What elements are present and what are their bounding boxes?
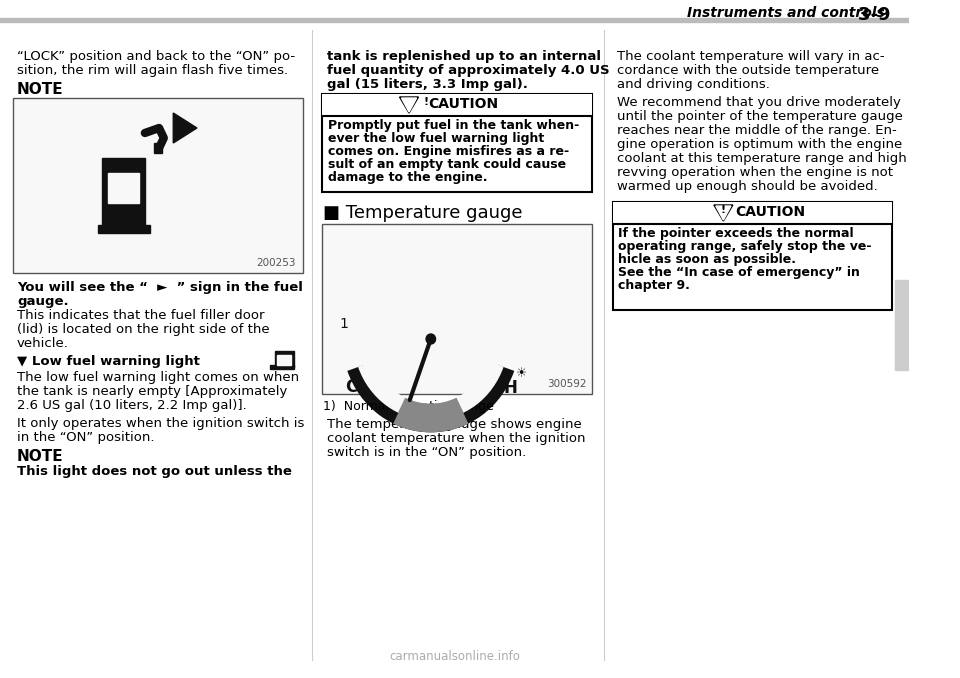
Bar [612,202,892,224]
Text: The coolant temperature will vary in ac-: The coolant temperature will vary in ac- [617,50,885,63]
Text: 1: 1 [339,317,348,331]
Text: (lid) is located on the right side of the: (lid) is located on the right side of th… [17,323,270,336]
Bar [108,173,139,203]
Text: carmanualsonline.info: carmanualsonline.info [389,650,520,663]
Text: H: H [503,378,517,397]
Text: chapter 9.: chapter 9. [618,279,690,292]
Text: CAUTION: CAUTION [735,205,805,219]
Text: 200253: 200253 [256,258,296,268]
Text: coolant temperature when the ignition: coolant temperature when the ignition [326,432,586,445]
Text: tank is replenished up to an internal: tank is replenished up to an internal [326,50,601,63]
Text: comes on. Engine misfires as a re-: comes on. Engine misfires as a re- [327,145,568,158]
Text: This light does not go out unless the: This light does not go out unless the [17,465,292,478]
Text: the tank is nearly empty [Approximately: the tank is nearly empty [Approximately [17,385,287,398]
Text: coolant at this temperature range and high: coolant at this temperature range and hi… [617,152,907,165]
Bar [275,351,294,367]
Text: sition, the rim will again flash five times.: sition, the rim will again flash five ti… [17,64,288,77]
Text: vehicle.: vehicle. [17,337,69,350]
Text: switch is in the “ON” position.: switch is in the “ON” position. [326,446,526,459]
Bar [103,158,145,228]
Bar [98,225,150,233]
Text: gal (15 liters, 3.3 Imp gal).: gal (15 liters, 3.3 Imp gal). [326,78,528,91]
Text: CAUTION: CAUTION [428,97,498,111]
Polygon shape [716,206,731,220]
Text: and driving conditions.: and driving conditions. [617,78,770,91]
Bar [13,98,303,273]
Text: hicle as soon as possible.: hicle as soon as possible. [618,253,796,266]
Text: 2.6 US gal (10 liters, 2.2 Imp gal)].: 2.6 US gal (10 liters, 2.2 Imp gal)]. [17,399,247,412]
Polygon shape [401,98,417,112]
Text: NOTE: NOTE [17,82,63,97]
Bar [322,94,591,116]
Bar [270,365,294,369]
Text: Instruments and controls: Instruments and controls [687,6,890,20]
Text: sult of an empty tank could cause: sult of an empty tank could cause [327,158,565,171]
Text: gine operation is optimum with the engine: gine operation is optimum with the engin… [617,138,902,151]
Polygon shape [399,97,419,113]
FancyArrow shape [155,143,162,153]
Text: ■ Temperature gauge: ■ Temperature gauge [323,204,522,222]
Text: We recommend that you drive moderately: We recommend that you drive moderately [617,96,901,109]
Text: ▼ Low fuel warning light: ▼ Low fuel warning light [17,355,200,368]
Text: operating range, safely stop the ve-: operating range, safely stop the ve- [618,240,872,253]
Text: You will see the “  ►  ” sign in the fuel: You will see the “ ► ” sign in the fuel [17,281,303,294]
Text: in the “ON” position.: in the “ON” position. [17,431,155,444]
Text: 1)  Normal operating range: 1) Normal operating range [323,400,493,413]
Text: 3-9: 3-9 [608,6,890,24]
Text: warmed up enough should be avoided.: warmed up enough should be avoided. [617,180,878,193]
Text: cordance with the outside temperature: cordance with the outside temperature [617,64,879,77]
Text: !: ! [423,97,428,107]
Text: !: ! [721,205,726,215]
Text: NOTE: NOTE [17,449,63,464]
Text: gauge.: gauge. [17,295,69,308]
Polygon shape [173,113,197,143]
Bar [322,224,591,394]
Bar [895,280,909,370]
Text: Promptly put fuel in the tank when-: Promptly put fuel in the tank when- [327,119,579,132]
Bar [612,202,892,310]
Text: The low fuel warning light comes on when: The low fuel warning light comes on when [17,371,300,384]
Text: ever the low fuel warning light: ever the low fuel warning light [327,132,544,145]
Text: The temperature gauge shows engine: The temperature gauge shows engine [326,418,582,431]
Text: C: C [346,378,357,397]
Text: damage to the engine.: damage to the engine. [327,171,487,184]
Text: ☀: ☀ [516,367,527,380]
Text: revving operation when the engine is not: revving operation when the engine is not [617,166,894,179]
Bar [0,18,909,22]
Text: If the pointer exceeds the normal: If the pointer exceeds the normal [618,227,853,240]
Bar [277,355,291,365]
Text: fuel quantity of approximately 4.0 US: fuel quantity of approximately 4.0 US [326,64,610,77]
Text: until the pointer of the temperature gauge: until the pointer of the temperature gau… [617,110,903,123]
Circle shape [426,334,436,344]
Text: “LOCK” position and back to the “ON” po-: “LOCK” position and back to the “ON” po- [17,50,295,63]
Text: This indicates that the fuel filler door: This indicates that the fuel filler door [17,309,265,322]
Text: See the “In case of emergency” in: See the “In case of emergency” in [618,266,860,279]
Text: reaches near the middle of the range. En-: reaches near the middle of the range. En… [617,124,897,137]
Bar [322,94,591,192]
Polygon shape [714,205,732,221]
Text: 300592: 300592 [547,379,587,389]
Text: It only operates when the ignition switch is: It only operates when the ignition switc… [17,417,304,430]
